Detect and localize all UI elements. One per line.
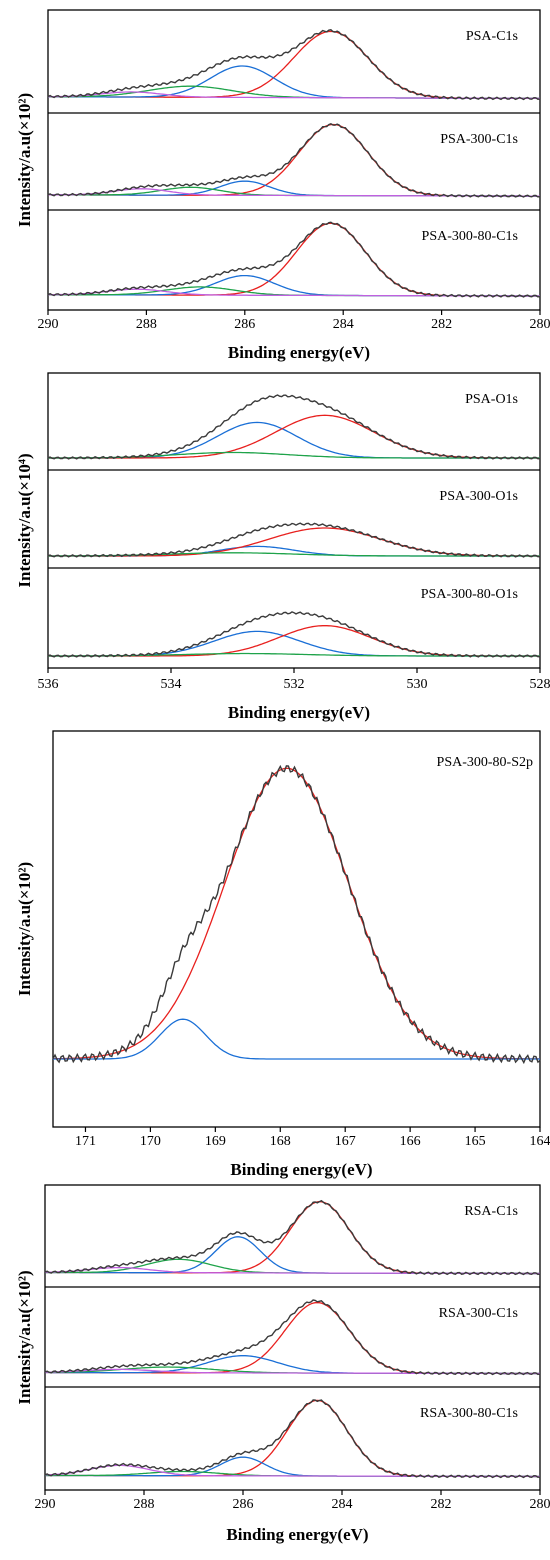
x-axis-label: Binding energy(eV) <box>230 1160 372 1179</box>
fit-peak-1 <box>53 1018 540 1060</box>
plot-frame <box>47 9 541 311</box>
measured-envelope <box>44 1399 541 1479</box>
subplot-PSA-300-O1s: PSA-300-O1s <box>47 489 541 558</box>
measured-envelope <box>44 1299 541 1376</box>
subplot-PSA-300-80-S2p: PSA-300-80-S2p <box>52 755 541 1065</box>
x-tick-label: 171 <box>75 1134 96 1149</box>
fit-peak-1 <box>45 1355 540 1375</box>
subplot-label: PSA-300-80-C1s <box>422 229 518 244</box>
subplot-PSA-O1s: PSA-O1s <box>47 392 541 460</box>
panel-c1s-rsa: RSA-C1s RSA-300-C1s RSA-300-80-C1s 290 288 28… <box>15 1184 550 1544</box>
x-axis-label: Binding energy(eV) <box>228 343 370 362</box>
x-tick-label: 167 <box>335 1134 356 1149</box>
panel-s2p-psa: PSA-300-80-S2p 171 170 169 168 167 166 165 164 Bi… <box>15 730 550 1179</box>
x-tick-label: 532 <box>284 677 305 692</box>
subplot-PSA-300-C1s: PSA-300-C1s <box>47 123 541 198</box>
plot-frame <box>52 730 541 1128</box>
fit-peak-1 <box>48 274 540 297</box>
measured-envelope <box>47 221 541 298</box>
subplot-RSA-300-80-C1s: RSA-300-80-C1s <box>44 1399 541 1479</box>
panel-c1s-psa: PSA-C1s PSA-300-C1s PSA-300-80-C1s 290 288 28… <box>15 9 550 362</box>
x-tick-label: 282 <box>431 317 452 332</box>
subplot-PSA-300-80-O1s: PSA-300-80-O1s <box>47 587 541 658</box>
y-axis-label: Intensity/a.u(×10²) <box>15 93 34 227</box>
y-axis-label: Intensity/a.u(×10²) <box>15 862 34 996</box>
subplot-label: PSA-300-80-S2p <box>437 755 533 770</box>
x-tick-label: 534 <box>161 677 182 692</box>
x-tick-label: 530 <box>407 677 428 692</box>
measured-envelope <box>52 764 541 1065</box>
fit-peak-1 <box>48 414 540 459</box>
x-tick-label: 528 <box>530 677 550 692</box>
measured-envelope <box>47 394 541 460</box>
x-tick-label: 280 <box>530 1497 550 1512</box>
y-axis-label: Intensity/a.u(×10²) <box>15 1270 34 1404</box>
subplot-label: RSA-300-80-C1s <box>420 1406 518 1421</box>
x-tick-label: 280 <box>530 317 550 332</box>
fit-peak-0 <box>48 421 540 459</box>
measured-envelope <box>47 522 541 558</box>
y-axis-label: Intensity/a.u(×10⁴) <box>15 453 34 587</box>
x-tick-label: 168 <box>270 1134 291 1149</box>
fit-peak-0 <box>48 630 540 657</box>
fit-peak-1 <box>48 625 540 657</box>
subplot-label: PSA-300-O1s <box>439 489 518 504</box>
subplot-label: PSA-C1s <box>466 29 518 44</box>
plot-frame <box>44 1184 541 1491</box>
x-tick-label: 169 <box>205 1134 226 1149</box>
subplot-label: RSA-300-C1s <box>439 1306 518 1321</box>
x-tick-label: 166 <box>400 1134 421 1149</box>
fit-peak-1 <box>45 1456 540 1478</box>
subplot-RSA-C1s: RSA-C1s <box>44 1199 541 1276</box>
plot-frame <box>47 372 541 669</box>
subplot-RSA-300-C1s: RSA-300-C1s <box>44 1299 541 1376</box>
x-tick-label: 290 <box>38 317 59 332</box>
fit-peak-0 <box>52 767 540 1060</box>
x-tick-label: 282 <box>431 1497 452 1512</box>
measured-envelope <box>47 611 541 658</box>
subplot-label: RSA-C1s <box>464 1204 518 1219</box>
subplot-PSA-300-80-C1s: PSA-300-80-C1s <box>47 221 541 298</box>
x-tick-label: 170 <box>140 1134 161 1149</box>
x-tick-label: 288 <box>136 317 157 332</box>
subplot-label: PSA-300-C1s <box>440 132 518 147</box>
x-tick-label: 284 <box>333 317 354 332</box>
x-tick-label: 290 <box>35 1497 56 1512</box>
subplot-label: PSA-O1s <box>465 392 518 407</box>
fit-peak-1 <box>48 527 540 557</box>
measured-envelope <box>47 123 541 198</box>
x-tick-label: 284 <box>332 1497 353 1512</box>
panel-o1s-psa: PSA-O1s PSA-300-O1s PSA-300-80-O1s 536 534 53… <box>15 372 550 722</box>
measured-envelope <box>47 29 541 101</box>
x-axis-label: Binding energy(eV) <box>226 1525 368 1544</box>
x-tick-label: 286 <box>233 1497 254 1512</box>
x-axis-label: Binding energy(eV) <box>228 703 370 722</box>
subplot-PSA-C1s: PSA-C1s <box>47 29 541 101</box>
fit-peak-3 <box>47 91 541 100</box>
x-tick-label: 536 <box>38 677 59 692</box>
measured-envelope <box>44 1199 541 1276</box>
subplot-label: PSA-300-80-O1s <box>421 587 518 602</box>
x-tick-label: 165 <box>465 1134 486 1149</box>
x-tick-label: 286 <box>234 317 255 332</box>
x-tick-label: 288 <box>134 1497 155 1512</box>
x-tick-label: 164 <box>530 1134 550 1149</box>
